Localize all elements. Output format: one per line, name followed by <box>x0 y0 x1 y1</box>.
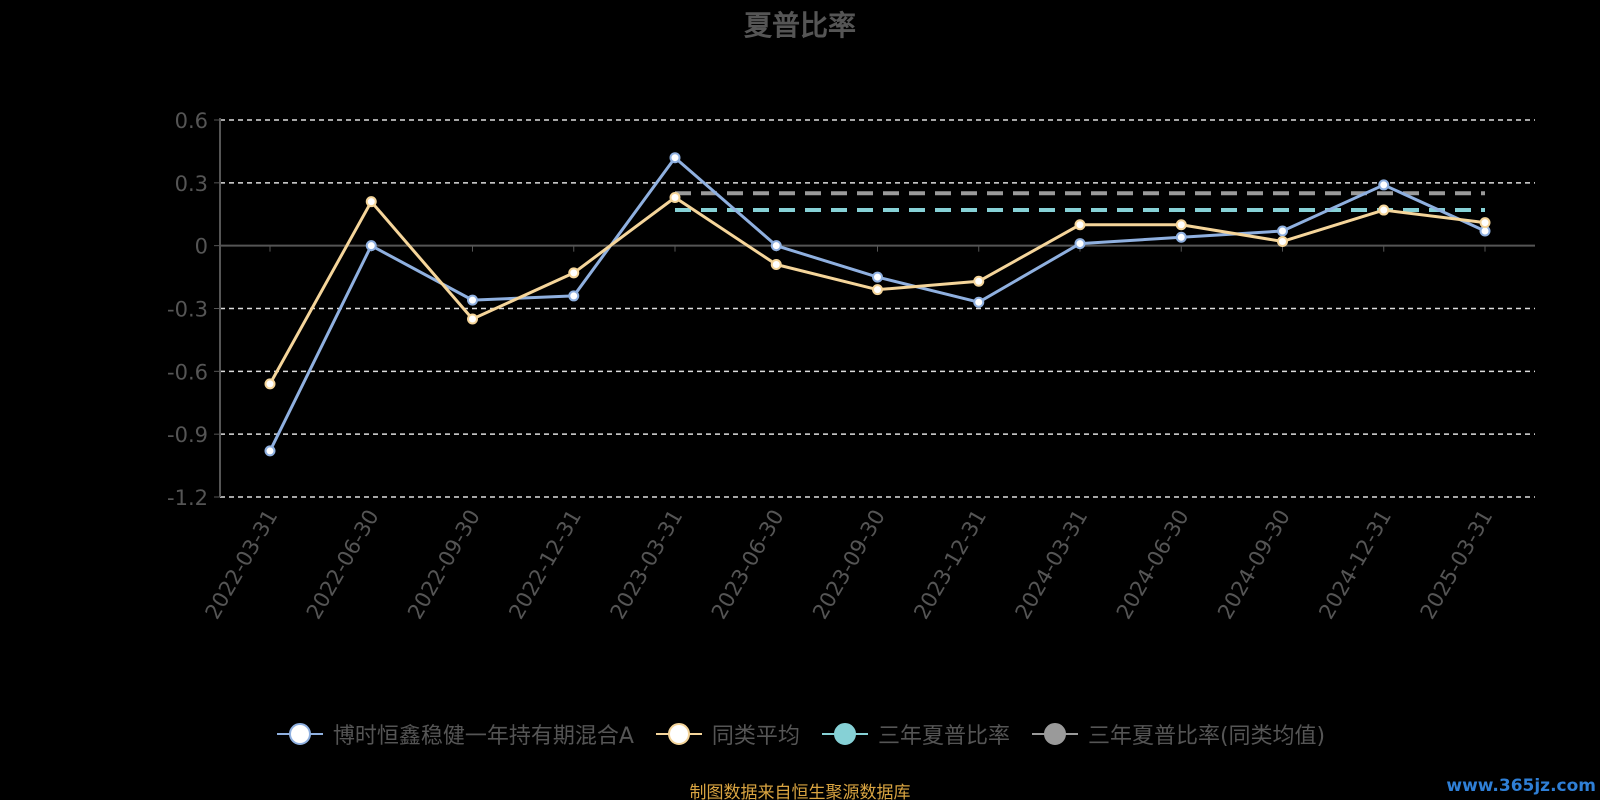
data-point <box>1378 179 1390 191</box>
x-tick-label: 2023-03-31 <box>606 506 688 624</box>
data-point <box>669 191 681 203</box>
x-tick-label: 2022-06-30 <box>302 506 384 624</box>
y-tick-label: -1.2 <box>167 486 208 510</box>
legend-label: 三年夏普比率 <box>877 724 1010 749</box>
x-tick-label: 2023-09-30 <box>808 506 890 624</box>
y-tick-label: 0.3 <box>175 172 208 196</box>
x-tick-label: 2025-03-31 <box>1416 506 1498 624</box>
legend-item-peer-average[interactable]: 同类平均 <box>654 718 800 750</box>
data-point <box>1074 238 1086 250</box>
y-tick-label: 0.6 <box>175 109 208 133</box>
legend-item-3y-sharpe-peer[interactable]: 三年夏普比率(同类均值) <box>1030 718 1325 750</box>
data-point <box>973 296 985 308</box>
legend-dot <box>667 723 690 745</box>
data-point <box>568 267 580 279</box>
data-point <box>1074 219 1086 231</box>
watermark: www.365jz.com <box>1446 776 1596 796</box>
data-point <box>973 275 985 287</box>
legend: 博时恒鑫稳健一年持有期混合A 同类平均 三年夏普比率 三年夏普比率(同类均值) <box>0 718 1600 750</box>
x-tick-label: 2022-03-31 <box>201 506 283 624</box>
data-point <box>1277 225 1288 237</box>
data-point <box>1479 217 1491 229</box>
legend-dot <box>288 723 311 745</box>
data-point <box>264 445 276 457</box>
x-tick-label: 2022-09-30 <box>403 506 485 624</box>
series-line <box>268 156 1486 452</box>
grid-layer <box>220 119 1535 498</box>
legend-dot <box>833 723 856 745</box>
legend-dot <box>1043 723 1066 745</box>
data-point <box>1175 231 1187 243</box>
legend-marker-icon <box>1031 723 1078 745</box>
data-point <box>872 284 883 296</box>
data-point <box>264 378 276 390</box>
y-tick-label: 0 <box>195 235 208 259</box>
legend-marker-icon <box>276 723 323 745</box>
series-layer <box>264 152 1491 457</box>
data-point <box>365 196 377 208</box>
data-point <box>872 271 883 283</box>
x-tick-label: 2023-06-30 <box>707 506 789 624</box>
legend-marker-icon <box>655 723 702 745</box>
data-point <box>467 294 478 306</box>
legend-label: 三年夏普比率(同类均值) <box>1087 724 1326 749</box>
data-point <box>365 240 377 252</box>
x-tick-label: 2024-03-31 <box>1011 506 1093 624</box>
legend-item-fund[interactable]: 博时恒鑫稳健一年持有期混合A <box>275 718 634 750</box>
legend-label: 博时恒鑫稳健一年持有期混合A <box>332 724 634 749</box>
data-point <box>770 240 782 252</box>
x-tick-label: 2024-06-30 <box>1112 506 1194 624</box>
y-tick-label: -0.9 <box>167 423 208 447</box>
y-tick-label: -0.3 <box>167 298 208 322</box>
data-point <box>568 290 580 302</box>
data-point <box>770 259 782 271</box>
x-tick-label: 2022-12-31 <box>504 506 586 624</box>
legend-item-3y-sharpe[interactable]: 三年夏普比率 <box>820 718 1010 750</box>
legend-marker-icon <box>821 723 868 745</box>
x-tick-label: 2023-12-31 <box>909 506 991 624</box>
x-tick-label: 2024-12-31 <box>1314 506 1396 624</box>
x-tick-label: 2024-09-30 <box>1213 506 1295 624</box>
data-point <box>1277 235 1288 247</box>
data-point <box>1175 219 1187 231</box>
data-point <box>669 152 681 164</box>
data-source-note: 制图数据来自恒生聚源数据库 <box>689 783 911 800</box>
data-point <box>467 313 478 325</box>
y-tick-label: -0.6 <box>167 360 208 384</box>
chart-title: 夏普比率 <box>743 9 856 42</box>
data-point <box>1378 204 1390 216</box>
legend-label: 同类平均 <box>711 724 800 749</box>
